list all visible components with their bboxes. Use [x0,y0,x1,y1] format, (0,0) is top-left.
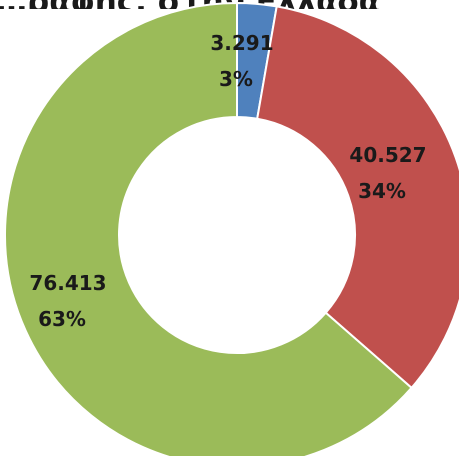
slice-value-label-2: 40.527 [349,143,426,167]
chart-title: …ραφής, στην Ελλάδα [0,0,459,9]
slice-percent-label-3: 63% [38,307,86,331]
slices-group [4,1,459,456]
slice-value-label-3: 76.413 [29,271,106,295]
slice-value-label-1: 3.291 [210,31,273,55]
donut-slice-2 [256,5,459,390]
labels-group: 3.291 3% 40.527 34% 76.413 63% [29,31,426,331]
slice-percent-label-1: 3% [219,67,253,91]
slice-percent-label-2: 34% [358,179,406,203]
donut-slice-3 [4,1,413,456]
